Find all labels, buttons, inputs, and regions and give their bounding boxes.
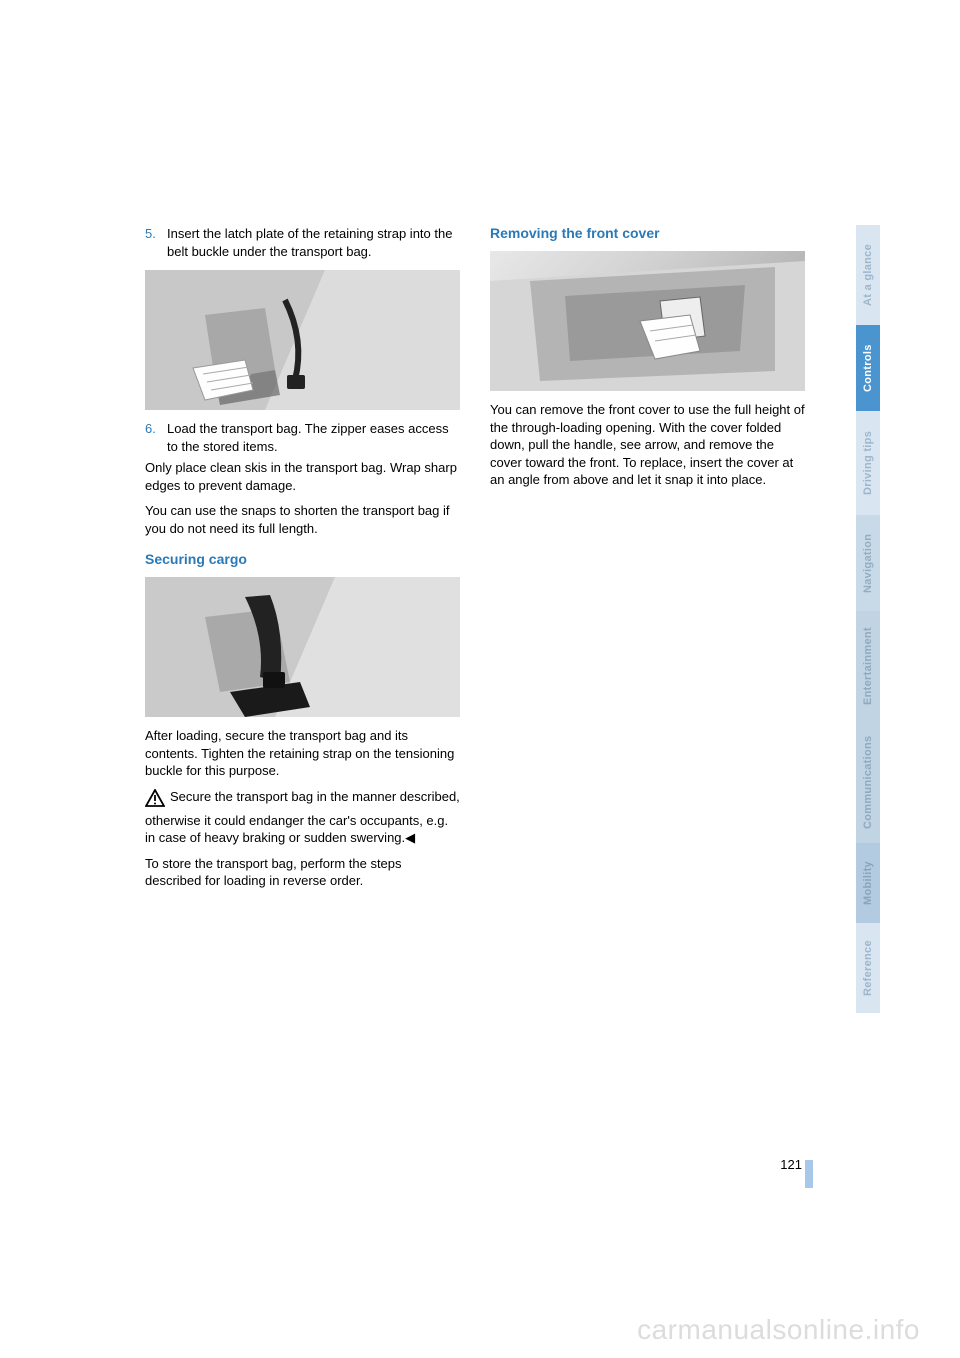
illustration-front-cover: [490, 251, 805, 391]
paragraph: Only place clean skis in the transport b…: [145, 459, 460, 494]
tab-at-a-glance[interactable]: At a glance: [856, 225, 880, 325]
watermark: carmanualsonline.info: [637, 1314, 920, 1346]
left-column: 5. Insert the latch plate of the retaini…: [145, 225, 460, 898]
right-column: Removing the front cover You can remove …: [490, 225, 805, 898]
step-text: Insert the latch plate of the retaining …: [167, 225, 460, 260]
tab-entertainment[interactable]: Entertainment: [856, 611, 880, 721]
page-number-bar: [805, 1160, 813, 1188]
paragraph: You can remove the front cover to use th…: [490, 401, 805, 489]
section-tabs: At a glanceControlsDriving tipsNavigatio…: [856, 225, 880, 1013]
tab-mobility[interactable]: Mobility: [856, 843, 880, 923]
heading-securing-cargo: Securing cargo: [145, 551, 460, 567]
warning-icon: [145, 789, 165, 812]
tab-communications[interactable]: Communications: [856, 721, 880, 843]
step-6: 6. Load the transport bag. The zipper ea…: [145, 420, 460, 455]
tab-navigation[interactable]: Navigation: [856, 515, 880, 611]
illustration-latch-plate: [145, 270, 460, 410]
tab-driving-tips[interactable]: Driving tips: [856, 411, 880, 515]
warning-note: Secure the transport bag in the manner d…: [145, 788, 460, 847]
warning-text: Secure the transport bag in the manner d…: [145, 789, 460, 845]
step-text: Load the transport bag. The zipper eases…: [167, 420, 460, 455]
page-number: 121: [780, 1157, 802, 1172]
paragraph: After loading, secure the transport bag …: [145, 727, 460, 780]
heading-removing-front-cover: Removing the front cover: [490, 225, 805, 241]
illustration-securing-cargo: [145, 577, 460, 717]
paragraph: You can use the snaps to shorten the tra…: [145, 502, 460, 537]
tab-controls[interactable]: Controls: [856, 325, 880, 411]
step-number: 6.: [145, 420, 167, 455]
step-5: 5. Insert the latch plate of the retaini…: [145, 225, 460, 260]
paragraph: To store the transport bag, perform the …: [145, 855, 460, 890]
tab-reference[interactable]: Reference: [856, 923, 880, 1013]
step-number: 5.: [145, 225, 167, 260]
